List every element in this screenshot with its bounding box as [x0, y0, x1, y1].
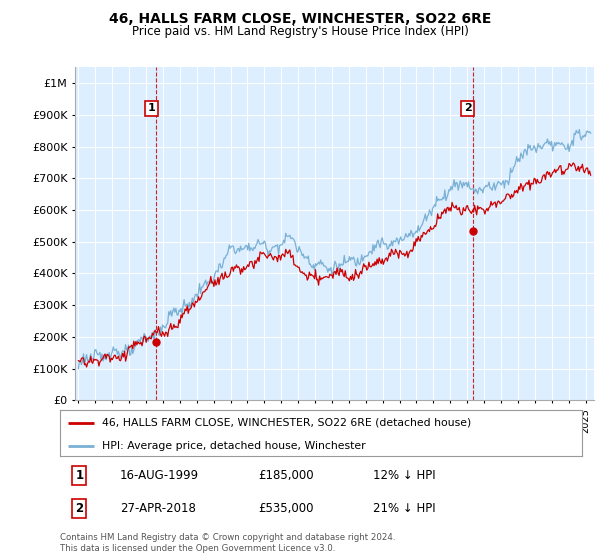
Text: £185,000: £185,000 [259, 469, 314, 482]
Text: 46, HALLS FARM CLOSE, WINCHESTER, SO22 6RE: 46, HALLS FARM CLOSE, WINCHESTER, SO22 6… [109, 12, 491, 26]
Text: 1: 1 [148, 104, 155, 114]
Text: 2: 2 [464, 104, 472, 114]
Text: 2: 2 [75, 502, 83, 515]
Text: Contains HM Land Registry data © Crown copyright and database right 2024.
This d: Contains HM Land Registry data © Crown c… [60, 533, 395, 553]
Text: Price paid vs. HM Land Registry's House Price Index (HPI): Price paid vs. HM Land Registry's House … [131, 25, 469, 38]
Text: 21% ↓ HPI: 21% ↓ HPI [373, 502, 436, 515]
Text: 46, HALLS FARM CLOSE, WINCHESTER, SO22 6RE (detached house): 46, HALLS FARM CLOSE, WINCHESTER, SO22 6… [102, 418, 471, 428]
Text: 16-AUG-1999: 16-AUG-1999 [120, 469, 199, 482]
Text: £535,000: £535,000 [259, 502, 314, 515]
Text: 1: 1 [75, 469, 83, 482]
Text: 27-APR-2018: 27-APR-2018 [120, 502, 196, 515]
Text: HPI: Average price, detached house, Winchester: HPI: Average price, detached house, Winc… [102, 441, 365, 451]
Text: 12% ↓ HPI: 12% ↓ HPI [373, 469, 436, 482]
